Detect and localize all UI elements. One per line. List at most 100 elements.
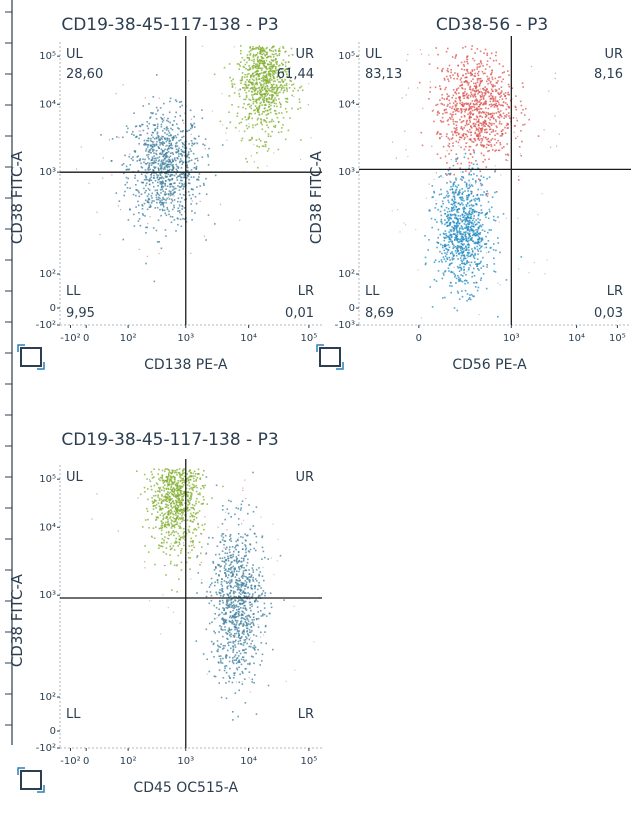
scatter-point (452, 192, 454, 194)
scatter-point (173, 186, 175, 188)
scatter-point (244, 77, 246, 79)
scatter-point (448, 241, 450, 243)
scatter-point (288, 61, 290, 63)
scatter-point (226, 581, 228, 583)
scatter-point (516, 109, 518, 111)
gate-tool-icon[interactable] (18, 345, 44, 369)
scatter-point (192, 504, 194, 506)
scatter-point (456, 88, 458, 90)
scatter-outlier (475, 183, 476, 184)
scatter-outlier (241, 523, 242, 524)
scatter-point (264, 141, 266, 143)
scatter-outlier (458, 145, 459, 146)
scatter-point (475, 286, 477, 288)
scatter-point (452, 106, 454, 108)
scatter-point (514, 106, 516, 108)
scatter-point (205, 178, 207, 180)
scatter-point (264, 49, 266, 51)
scatter-point (193, 547, 195, 549)
scatter-outlier (480, 88, 481, 89)
scatter-point (489, 176, 491, 178)
scatter-point (457, 110, 459, 112)
scatter-point (177, 480, 179, 482)
scatter-outlier (442, 177, 443, 178)
scatter-point (127, 187, 129, 189)
scatter-point (463, 103, 465, 105)
scatter-point (291, 84, 293, 86)
scatter-point (283, 92, 285, 94)
scatter-point (475, 232, 477, 234)
scatter-point (450, 292, 452, 294)
scatter-point (240, 50, 242, 52)
scatter-point (251, 91, 253, 93)
scatter-point (465, 233, 467, 235)
scatter-point (190, 123, 192, 125)
scatter-point (262, 68, 264, 70)
scatter-point (451, 138, 453, 140)
scatter-point (481, 123, 483, 125)
gate-tool-icon[interactable] (317, 345, 343, 369)
scatter-point (442, 68, 444, 70)
scatter-point (149, 149, 151, 151)
scatter-outlier (531, 66, 532, 67)
scatter-point (495, 52, 497, 54)
scatter-point (500, 135, 502, 137)
scatter-point (131, 133, 133, 135)
scatter-point (128, 156, 130, 158)
scatter-point (208, 214, 210, 216)
scatter-point (507, 94, 509, 96)
scatter-point (151, 193, 153, 195)
scatter-point (161, 136, 163, 138)
scatter-point (452, 97, 454, 99)
scatter-outlier (447, 150, 448, 151)
scatter-point (189, 516, 191, 518)
scatter-point (434, 261, 436, 263)
scatter-point (153, 468, 155, 470)
scatter-point (168, 214, 170, 216)
scatter-point (134, 225, 136, 227)
scatter-point (525, 108, 527, 110)
scatter-point (483, 273, 485, 275)
scatter-point (463, 266, 465, 268)
scatter-point (495, 121, 497, 123)
scatter-point (477, 290, 479, 292)
scatter-point (179, 474, 181, 476)
scatter-point (235, 541, 237, 543)
scatter-point (256, 618, 258, 620)
scatter-point (465, 109, 467, 111)
scatter-point (464, 219, 466, 221)
scatter-point (165, 574, 167, 576)
scatter-point (278, 112, 280, 114)
scatter-point (160, 201, 162, 203)
scatter-point (461, 62, 463, 64)
scatter-point (477, 64, 479, 66)
scatter-point (236, 633, 238, 635)
scatter-point (170, 155, 172, 157)
scatter-point (170, 164, 172, 166)
scatter-point (264, 54, 266, 56)
scatter-point (456, 229, 458, 231)
scatter-point (160, 487, 162, 489)
scatter-point (476, 121, 478, 123)
scatter-point (177, 533, 179, 535)
scatter-point (506, 279, 508, 281)
scatter-point (148, 202, 150, 204)
scatter-point (498, 77, 500, 79)
scatter-point (175, 173, 177, 175)
scatter-point (170, 516, 172, 518)
scatter-point (258, 109, 260, 111)
scatter-outlier (235, 87, 236, 88)
scatter-outlier (149, 216, 150, 217)
scatter-outlier (467, 257, 468, 258)
scatter-point (111, 160, 113, 162)
scatter-point (260, 140, 262, 142)
scatter-point (492, 113, 494, 115)
scatter-point (451, 236, 453, 238)
scatter-point (486, 54, 488, 56)
scatter-point (177, 493, 179, 495)
scatter-point (454, 225, 456, 227)
scatter-point (148, 140, 150, 142)
scatter-point (462, 129, 464, 131)
scatter-point (188, 482, 190, 484)
scatter-point (264, 631, 266, 633)
